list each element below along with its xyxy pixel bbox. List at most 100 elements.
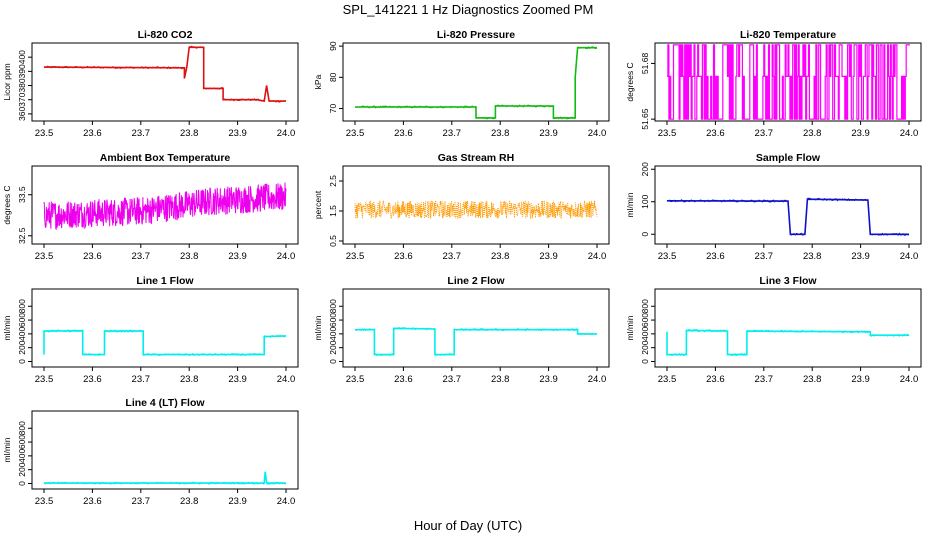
- plot-frame: [654, 42, 922, 122]
- y-tick-label: 0: [17, 359, 27, 364]
- series-noise: [189, 45, 200, 49]
- y-tick-label: 400: [17, 50, 27, 64]
- panel-3: Li-820 Temperature degrees C 23.5 23.6 23.7 2…: [625, 29, 922, 139]
- y-tick-label: 600: [17, 435, 27, 449]
- y-tick-label: 200: [17, 462, 27, 476]
- series-noise: [746, 329, 871, 334]
- series-group: [43, 182, 287, 231]
- x-tick-label: 23.5: [346, 374, 365, 385]
- x-tick-label: 24.0: [900, 128, 919, 139]
- series-noise: [267, 481, 287, 485]
- x-tick-label: 23.7: [755, 251, 774, 262]
- panel-title: Sample Flow: [756, 152, 821, 164]
- panel-8: Line 2 Flow ml/min 23.5 23.6 23.7 23.8 23.9 24.…: [313, 275, 610, 385]
- y-axis-label: percent: [313, 190, 323, 219]
- plot-frame: [654, 288, 922, 368]
- x-tick-label: 23.5: [35, 496, 54, 507]
- x-tick-label: 23.8: [491, 251, 510, 262]
- shared-x-axis-label: Hour of Day (UTC): [413, 518, 523, 533]
- y-tick-label: 0: [640, 359, 650, 364]
- y-tick-label: 33.5: [17, 186, 27, 203]
- panel-10: Line 4 (LT) Flow ml/min 23.5 23.6 23.7 23.8 23…: [2, 397, 299, 507]
- panel-title: Li-820 CO2: [138, 29, 193, 41]
- series-noise: [268, 99, 287, 103]
- y-axis-label: Licor ppm: [2, 63, 12, 100]
- x-tick-label: 23.9: [228, 496, 247, 507]
- series-noise: [82, 353, 105, 357]
- y-tick-label: 1.5: [328, 205, 338, 217]
- x-tick-label: 24.0: [588, 128, 607, 139]
- x-tick-label: 23.6: [83, 496, 102, 507]
- x-tick-label: 23.9: [228, 128, 247, 139]
- y-tick-label: 0.5: [328, 235, 338, 247]
- series-noise: [222, 98, 238, 102]
- series-line: [43, 182, 287, 231]
- plot-frame: [342, 288, 610, 368]
- y-tick-label: 2.5: [328, 175, 338, 187]
- y-axis-label: ml/min: [625, 315, 635, 340]
- y-tick-label: 200: [640, 340, 650, 354]
- x-tick-label: 23.6: [394, 128, 413, 139]
- x-tick-label: 23.7: [443, 374, 462, 385]
- panel-title: Line 4 (LT) Flow: [125, 397, 205, 409]
- series-noise: [266, 481, 269, 486]
- x-tick-label: 24.0: [588, 374, 607, 385]
- y-tick-label: 0: [640, 232, 650, 237]
- x-tick-label: 23.7: [755, 374, 774, 385]
- x-tick-label: 23.9: [851, 374, 870, 385]
- series-noise: [43, 329, 83, 333]
- y-tick-label: 380: [17, 78, 27, 92]
- plot-frame: [31, 288, 299, 368]
- x-tick-label: 23.5: [658, 128, 677, 139]
- series-noise: [264, 334, 287, 339]
- series-group: [354, 327, 598, 357]
- series-noise: [495, 104, 554, 108]
- series-noise: [104, 329, 144, 333]
- x-tick-label: 24.0: [277, 251, 296, 262]
- series-noise: [666, 199, 789, 203]
- y-tick-label: 600: [640, 313, 650, 327]
- panel-1: Li-820 CO2 Licor ppm 23.5 23.6 23.7 23.8 23.9 2…: [2, 29, 299, 139]
- x-tick-label: 23.5: [346, 128, 365, 139]
- x-tick-label: 23.7: [132, 374, 151, 385]
- series-noise: [686, 329, 728, 333]
- x-tick-label: 23.8: [180, 496, 199, 507]
- y-tick-label: 80: [328, 72, 338, 82]
- series-group: [43, 45, 287, 103]
- series-noise: [577, 46, 581, 49]
- x-tick-label: 23.7: [443, 251, 462, 262]
- panel-title: Li-820 Pressure: [437, 29, 515, 41]
- y-tick-label: 32.5: [17, 227, 27, 244]
- series-noise: [667, 352, 687, 357]
- y-axis-label: ml/min: [2, 437, 12, 462]
- x-tick-label: 23.9: [539, 128, 558, 139]
- series-group: [666, 329, 910, 357]
- series-noise: [434, 353, 455, 357]
- y-axis-label: degrees C: [2, 185, 12, 224]
- series-line: [666, 198, 909, 236]
- x-tick-label: 23.7: [443, 128, 462, 139]
- panel-title: Line 1 Flow: [136, 275, 194, 287]
- series-group: [666, 197, 910, 237]
- y-tick-label: 51.65: [640, 108, 650, 130]
- x-tick-label: 24.0: [588, 251, 607, 262]
- series-noise: [143, 352, 265, 357]
- y-tick-label: 0: [328, 359, 338, 364]
- plot-frame: [342, 165, 610, 245]
- series-noise: [727, 352, 748, 357]
- x-tick-label: 24.0: [900, 251, 919, 262]
- x-tick-label: 23.6: [394, 251, 413, 262]
- series-group: [354, 46, 598, 120]
- x-tick-label: 23.6: [706, 251, 725, 262]
- y-tick-label: 390: [17, 64, 27, 78]
- series-noise: [869, 232, 910, 237]
- y-axis-label: kPa: [313, 74, 323, 89]
- panel-title: Line 2 Flow: [447, 275, 505, 287]
- series-noise: [475, 116, 496, 120]
- x-tick-label: 23.6: [83, 374, 102, 385]
- x-tick-label: 23.5: [35, 128, 54, 139]
- y-tick-label: 600: [17, 313, 27, 327]
- x-tick-label: 23.9: [851, 251, 870, 262]
- x-tick-label: 23.6: [83, 128, 102, 139]
- x-tick-label: 23.8: [180, 251, 199, 262]
